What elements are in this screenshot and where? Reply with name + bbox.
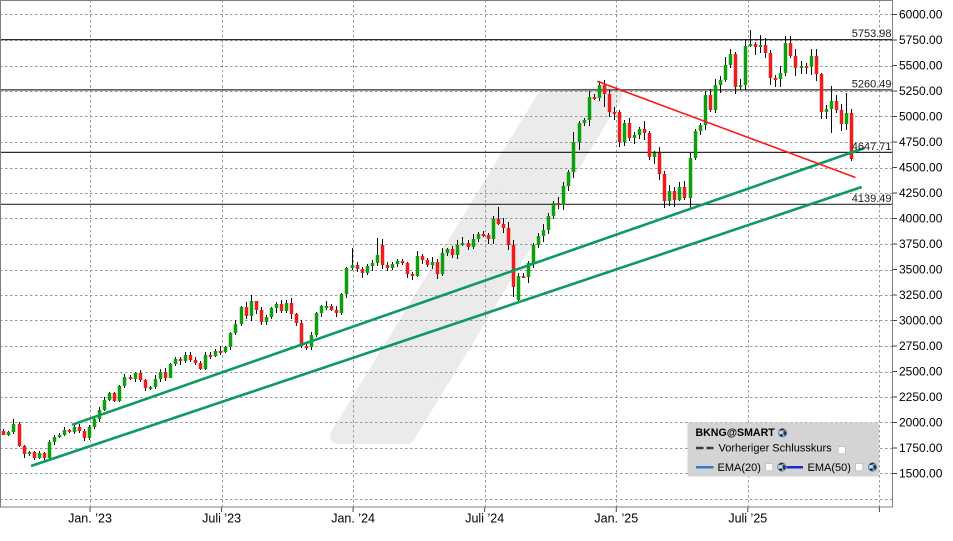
svg-text:4750.00: 4750.00 <box>899 135 943 149</box>
svg-text:3000.00: 3000.00 <box>899 314 943 328</box>
svg-text:Juli ’24: Juli ’24 <box>465 512 504 526</box>
svg-text:BKNG@SMART: BKNG@SMART <box>696 427 776 439</box>
svg-text:5753.98: 5753.98 <box>852 28 892 40</box>
svg-text:5250.00: 5250.00 <box>899 84 943 98</box>
svg-text:5000.00: 5000.00 <box>899 110 943 124</box>
svg-text:Jan. ’25: Jan. ’25 <box>594 512 638 526</box>
svg-text:EMA(20): EMA(20) <box>718 462 761 474</box>
svg-text:2750.00: 2750.00 <box>899 339 943 353</box>
svg-text:4500.00: 4500.00 <box>899 161 943 175</box>
svg-text:Jan. ’24: Jan. ’24 <box>331 512 375 526</box>
svg-text:5750.00: 5750.00 <box>899 33 943 47</box>
svg-text:3500.00: 3500.00 <box>899 263 943 277</box>
svg-text:4139.49: 4139.49 <box>852 193 892 205</box>
svg-text:EMA(50): EMA(50) <box>808 462 851 474</box>
svg-text:Juli ’23: Juli ’23 <box>202 512 241 526</box>
svg-text:1500.00: 1500.00 <box>899 467 943 481</box>
svg-text:6000.00: 6000.00 <box>899 8 943 22</box>
svg-text:Jan. ’23: Jan. ’23 <box>68 512 112 526</box>
svg-text:5260.49: 5260.49 <box>852 78 892 90</box>
svg-text:2000.00: 2000.00 <box>899 416 943 430</box>
svg-text:4250.00: 4250.00 <box>899 186 943 200</box>
svg-text:Vorheriger Schlusskurs: Vorheriger Schlusskurs <box>719 443 833 455</box>
svg-text:3250.00: 3250.00 <box>899 288 943 302</box>
svg-text:2500.00: 2500.00 <box>899 365 943 379</box>
svg-text:Juli ’25: Juli ’25 <box>728 512 767 526</box>
svg-text:2250.00: 2250.00 <box>899 390 943 404</box>
svg-text:1750.00: 1750.00 <box>899 441 943 455</box>
svg-text:3750.00: 3750.00 <box>899 237 943 251</box>
svg-text:5500.00: 5500.00 <box>899 59 943 73</box>
svg-text:4000.00: 4000.00 <box>899 212 943 226</box>
svg-text:4647.71: 4647.71 <box>852 141 892 153</box>
